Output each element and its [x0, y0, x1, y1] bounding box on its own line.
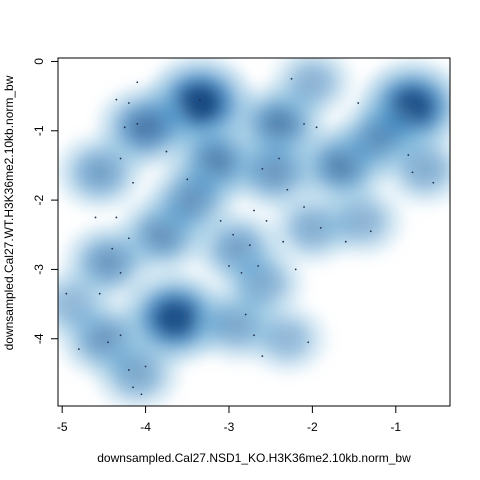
scatter-point	[232, 233, 235, 236]
scatter-point	[136, 122, 139, 125]
scatter-point	[344, 240, 347, 243]
scatter-point	[240, 272, 243, 274]
x-tick-label: -2	[307, 420, 318, 434]
scatter-point	[186, 178, 189, 181]
density-core-18	[300, 217, 325, 239]
scatter-point	[253, 334, 255, 337]
y-tick-label: -1	[32, 125, 46, 136]
x-tick-label: -1	[390, 420, 401, 434]
density-core-21	[276, 329, 299, 349]
scatter-point	[140, 393, 143, 396]
y-tick-label: -3	[32, 264, 46, 275]
scatter-point	[357, 102, 360, 104]
scatter-point	[265, 220, 268, 222]
y-axis-title: downsampled.Cal27.WT.H3K36me2.10kb.norm_…	[2, 75, 16, 350]
density-core-13	[86, 160, 114, 185]
density-core-12	[93, 249, 123, 276]
scatter-point	[115, 98, 118, 101]
density-core-9	[177, 187, 206, 213]
density-core-19	[350, 210, 375, 232]
scatter-point	[127, 102, 130, 104]
scatter-point	[65, 292, 68, 295]
density-layer	[58, 58, 450, 406]
scatter-point	[307, 341, 310, 344]
x-tick-label: -3	[224, 420, 235, 434]
scatter-point	[303, 206, 305, 208]
density-core-2	[153, 299, 196, 337]
density-core-14	[89, 326, 119, 352]
scatter-point	[132, 386, 134, 389]
scatter-point	[369, 230, 372, 233]
scatter-point	[136, 81, 139, 84]
scatter-point	[98, 292, 101, 295]
scatter-point	[248, 244, 251, 247]
x-tick-label: -5	[57, 420, 68, 434]
scatter-point	[165, 150, 168, 153]
scatter-point	[111, 247, 114, 250]
scatter-point	[123, 126, 126, 129]
scatter-point	[432, 181, 435, 184]
scatter-point	[127, 369, 130, 371]
scatter-point	[278, 157, 280, 160]
scatter-point	[282, 240, 285, 243]
scatter-point	[315, 126, 318, 129]
y-tick-label: 0	[32, 58, 46, 65]
density-core-17	[249, 272, 275, 295]
y-tick-label: -4	[32, 333, 46, 344]
scatter-point	[132, 181, 134, 184]
scatter-point	[257, 265, 260, 267]
scatter-point	[253, 209, 255, 212]
scatter-point	[219, 220, 222, 222]
y-tick-label: -2	[32, 194, 46, 205]
scatter-point	[119, 272, 122, 274]
scatter-point	[77, 348, 80, 351]
y-axis: 0 -1 -2 -3 -4	[32, 58, 59, 344]
density-core-3	[128, 112, 163, 143]
scatter-point	[286, 188, 289, 191]
scatter-point	[303, 122, 305, 125]
x-tick-label: -4	[140, 420, 151, 434]
scatter-point	[94, 216, 97, 219]
density-core-16	[224, 313, 251, 337]
scatter-point	[107, 341, 109, 344]
scatter-point	[119, 334, 122, 337]
scatter-point	[198, 98, 201, 101]
density-core-11	[260, 159, 290, 185]
scatter-point	[319, 226, 322, 229]
scatter-point	[244, 313, 247, 316]
scatter-point	[294, 268, 297, 271]
outlier-points	[65, 77, 435, 396]
scatter-point	[407, 154, 410, 156]
density-core-22	[412, 158, 438, 180]
density-core-23	[300, 72, 325, 93]
scatter-point	[411, 171, 414, 174]
scatter-point	[290, 77, 293, 80]
scatter-point	[115, 216, 118, 219]
scatter-point	[119, 157, 122, 160]
scatter-point	[127, 237, 130, 240]
density-core-7	[364, 125, 394, 151]
scatter-point	[261, 355, 264, 357]
density-core-15	[124, 362, 151, 385]
scatter-point	[261, 168, 264, 170]
scatter-point	[144, 365, 147, 368]
scatter-point	[228, 265, 230, 267]
density-core-20	[59, 294, 82, 314]
x-axis: -5 -4 -3 -2 -1	[57, 405, 401, 434]
x-axis-title: downsampled.Cal27.NSD1_KO.H3K36me2.10kb.…	[97, 451, 411, 465]
density-core-4	[262, 109, 296, 139]
